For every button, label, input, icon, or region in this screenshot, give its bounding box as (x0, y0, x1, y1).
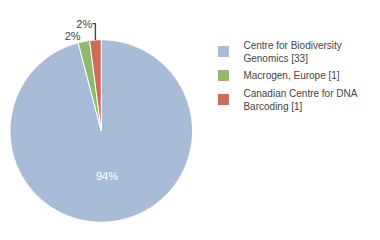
svg-text:94%: 94% (96, 170, 118, 182)
svg-text:Macrogen, Europe [1]: Macrogen, Europe [1] (243, 70, 339, 81)
svg-text:Canadian Centre for DNABarcodi: Canadian Centre for DNABarcoding [1] (243, 88, 357, 112)
svg-text:2%: 2% (76, 18, 92, 30)
svg-text:2%: 2% (65, 30, 81, 42)
svg-text:Centre for BiodiversityGenomic: Centre for BiodiversityGenomics [33] (243, 40, 341, 64)
